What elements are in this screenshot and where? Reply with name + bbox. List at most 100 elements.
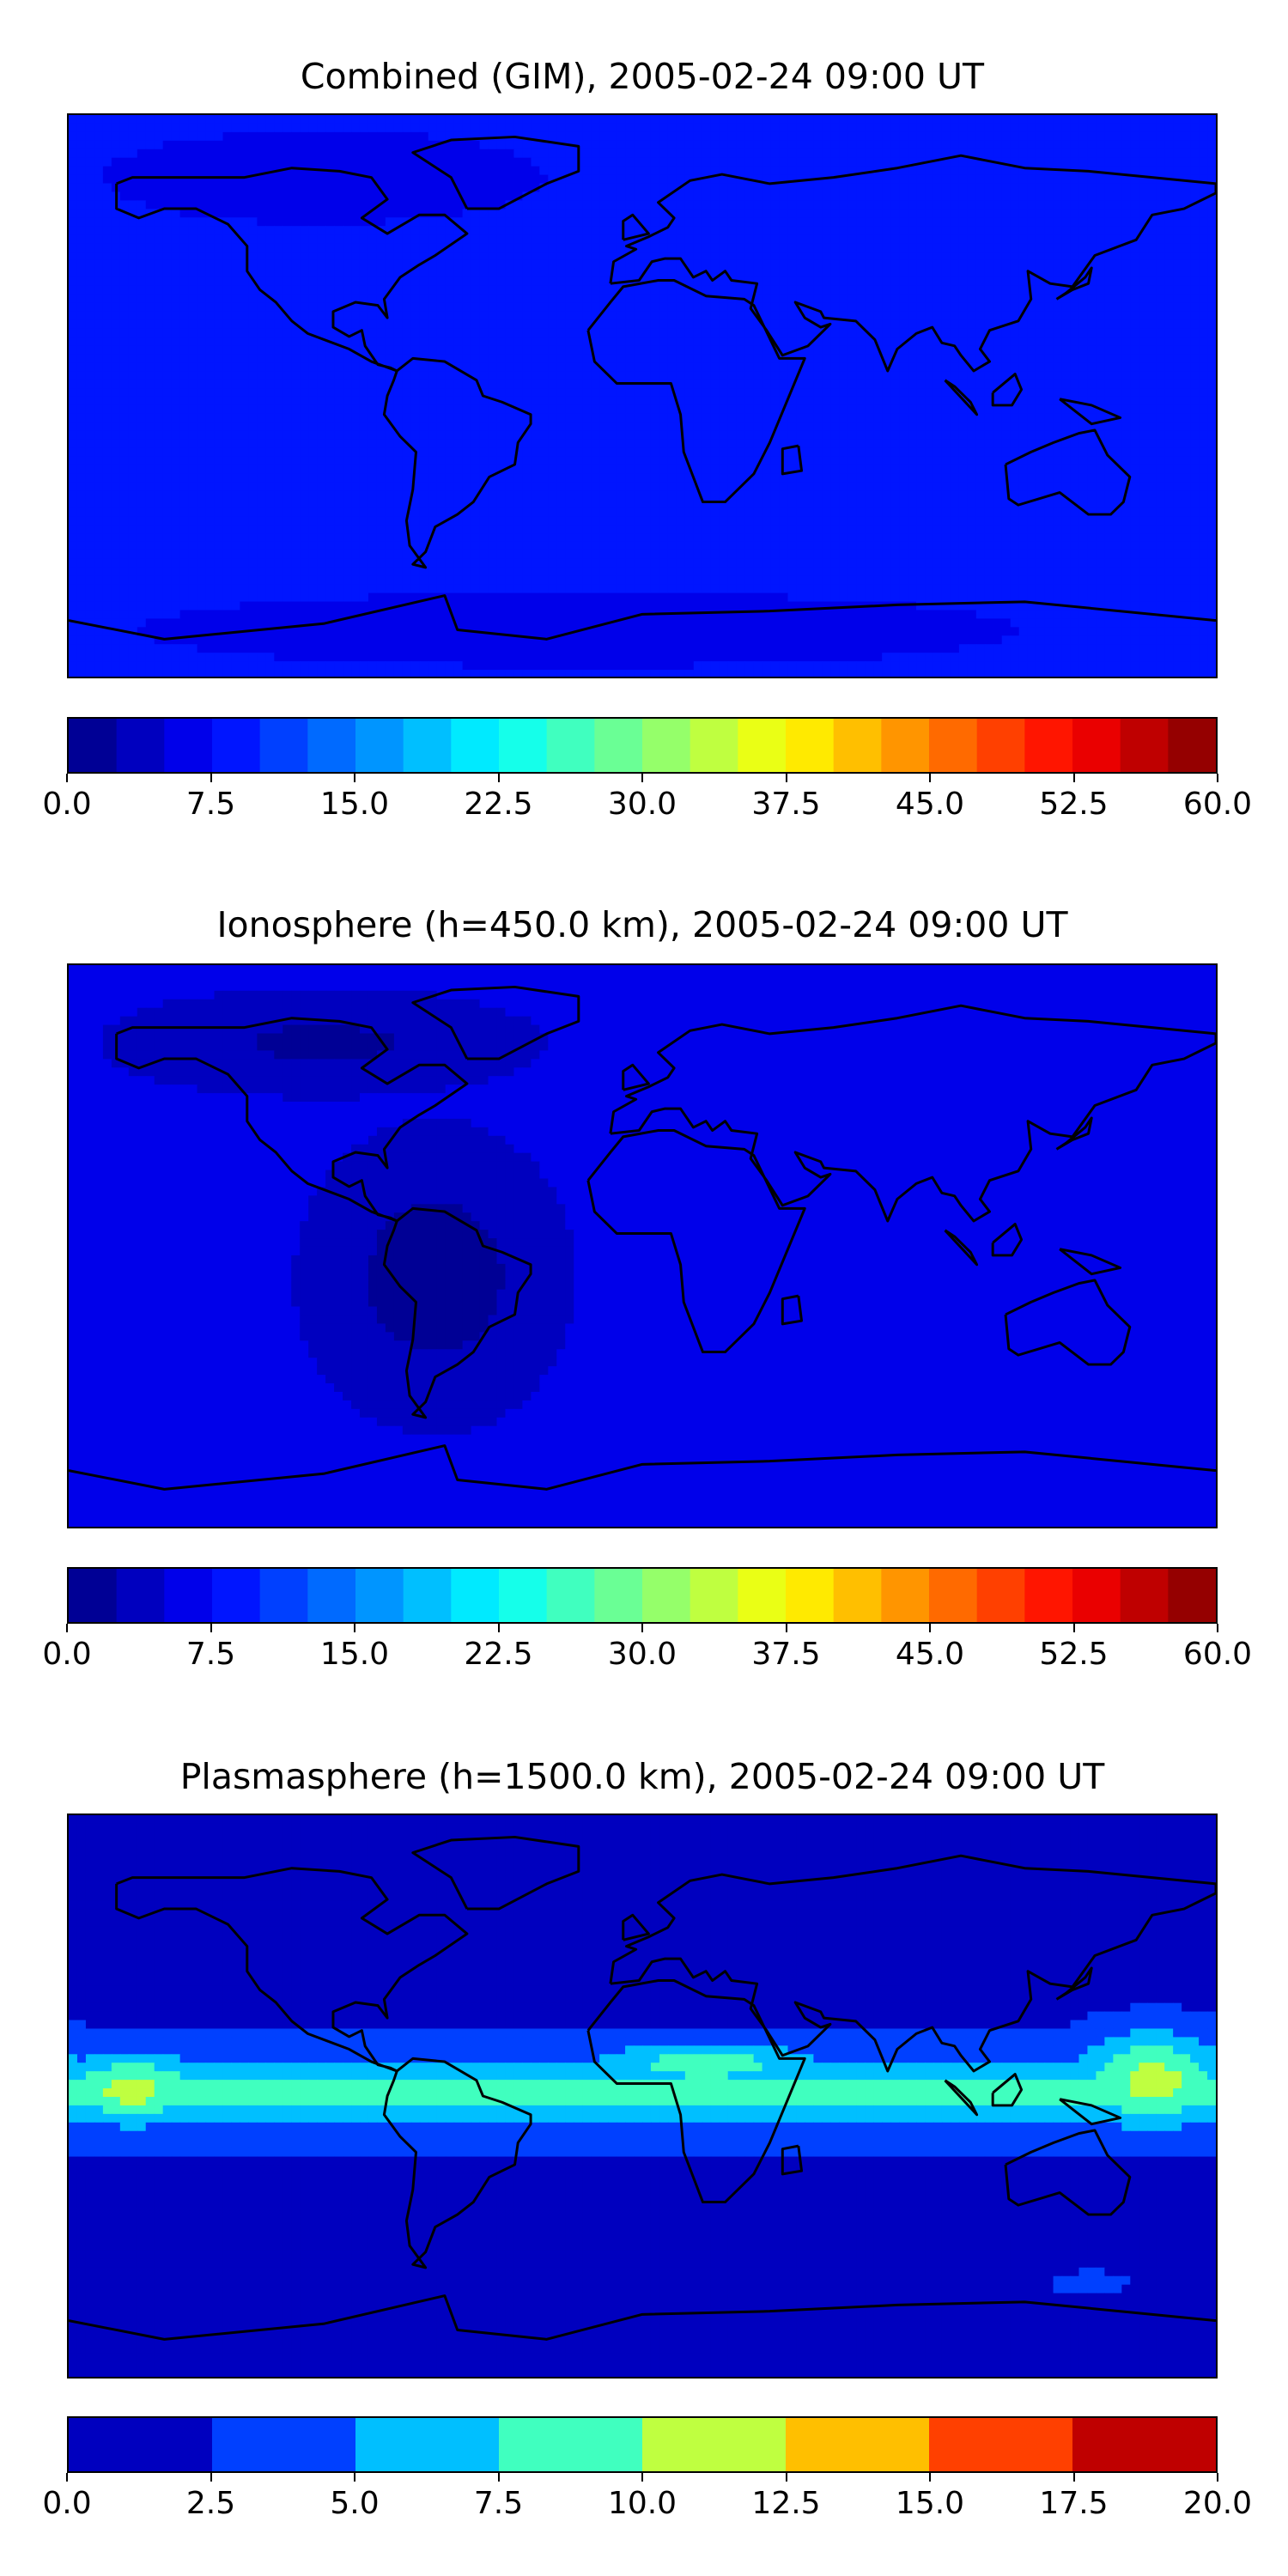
heatmap-cell	[1096, 422, 1105, 432]
heatmap-cell	[376, 285, 386, 295]
heatmap-cell	[822, 191, 831, 201]
heatmap-cell	[625, 183, 635, 193]
heatmap-cell	[753, 404, 763, 415]
heatmap-cell	[453, 294, 464, 304]
heatmap-cell	[76, 413, 87, 423]
heatmap-cell	[925, 166, 934, 176]
heatmap-cell	[214, 354, 224, 363]
heatmap-cell	[351, 396, 361, 406]
heatmap-cell	[899, 183, 908, 193]
heatmap-cell	[650, 388, 660, 398]
heatmap-cell	[744, 209, 755, 218]
heatmap-cell	[222, 380, 233, 389]
heatmap-cell	[565, 234, 574, 244]
heatmap-cell	[736, 337, 746, 346]
heatmap-cell	[334, 285, 343, 295]
heatmap-cell	[410, 294, 421, 304]
heatmap-cell	[505, 268, 515, 278]
heatmap-cell	[402, 157, 412, 167]
heatmap-cell	[496, 209, 507, 218]
heatmap-cell	[591, 131, 600, 142]
heatmap-cell	[257, 259, 266, 270]
heatmap-cell	[410, 404, 421, 415]
heatmap-cell	[154, 302, 164, 313]
heatmap-cell	[513, 200, 524, 210]
heatmap-cell	[736, 311, 746, 321]
heatmap-cell	[1147, 209, 1157, 218]
heatmap-cell	[145, 422, 155, 432]
heatmap-cell	[1104, 234, 1114, 244]
heatmap-cell	[300, 166, 309, 176]
heatmap-cell	[1027, 115, 1037, 125]
heatmap-cell	[1078, 380, 1089, 389]
heatmap-cell	[240, 183, 249, 193]
heatmap-cell	[162, 337, 173, 346]
heatmap-cell	[539, 422, 549, 432]
heatmap-cell	[1173, 217, 1182, 227]
heatmap-cell	[599, 422, 609, 432]
heatmap-cell	[1010, 123, 1020, 133]
heatmap-cell	[650, 311, 660, 321]
heatmap-cell	[941, 404, 951, 415]
heatmap-cell	[368, 157, 378, 167]
heatmap-cell	[805, 131, 815, 142]
heatmap-cell	[1164, 157, 1174, 167]
heatmap-cell	[1053, 268, 1063, 278]
heatmap-cell	[865, 191, 874, 201]
heatmap-cell	[941, 174, 951, 185]
heatmap-cell	[1173, 371, 1182, 380]
heatmap-cell	[496, 388, 507, 398]
heatmap-cell	[710, 396, 720, 406]
heatmap-cell	[975, 422, 986, 432]
heatmap-cell	[650, 396, 660, 406]
heatmap-cell	[488, 123, 498, 133]
heatmap-cell	[1139, 380, 1148, 389]
heatmap-cell	[770, 191, 781, 201]
heatmap-cell	[779, 200, 789, 210]
heatmap-cell	[556, 268, 566, 278]
heatmap-cell	[197, 234, 207, 244]
heatmap-cell	[848, 191, 857, 201]
heatmap-cell	[574, 174, 583, 185]
heatmap-cell	[248, 380, 258, 389]
heatmap-cell	[958, 319, 969, 330]
heatmap-cell	[822, 217, 831, 227]
heatmap-cells	[69, 115, 1216, 677]
heatmap-cell	[488, 131, 498, 142]
heatmap-cell	[1113, 422, 1122, 432]
heatmap-cell	[171, 268, 181, 278]
heatmap-cell	[1010, 174, 1020, 185]
heatmap-cell	[137, 252, 147, 261]
heatmap-cell	[283, 157, 292, 167]
heatmap-cell	[659, 191, 669, 201]
heatmap-cell	[522, 302, 532, 313]
heatmap-cell	[102, 149, 112, 159]
heatmap-cell	[967, 252, 977, 261]
heatmap-cell	[805, 115, 815, 125]
heatmap-cell	[453, 276, 464, 287]
heatmap-cell	[154, 380, 164, 389]
heatmap-cell	[617, 183, 626, 193]
heatmap-cell	[556, 123, 566, 133]
heatmap-cell	[830, 345, 840, 355]
heatmap-cell	[214, 226, 224, 235]
heatmap-cell	[471, 354, 481, 363]
heatmap-cell	[676, 311, 686, 321]
heatmap-cell	[890, 166, 900, 176]
heatmap-cell	[941, 319, 951, 330]
heatmap-cell	[94, 396, 104, 406]
heatmap-cell	[1104, 183, 1114, 193]
heatmap-cell	[770, 396, 781, 406]
heatmap-cell	[410, 115, 421, 125]
heatmap-cell	[1121, 234, 1131, 244]
heatmap-cell	[179, 209, 190, 218]
heatmap-cell	[1199, 252, 1208, 261]
heatmap-cell	[351, 115, 361, 125]
heatmap-cell	[128, 276, 138, 287]
heatmap-cell	[85, 140, 95, 150]
heatmap-cell	[770, 234, 781, 244]
heatmap-cell	[548, 328, 557, 338]
heatmap-cell	[188, 209, 198, 218]
heatmap-cell	[240, 430, 249, 440]
heatmap-cell	[1207, 388, 1216, 398]
